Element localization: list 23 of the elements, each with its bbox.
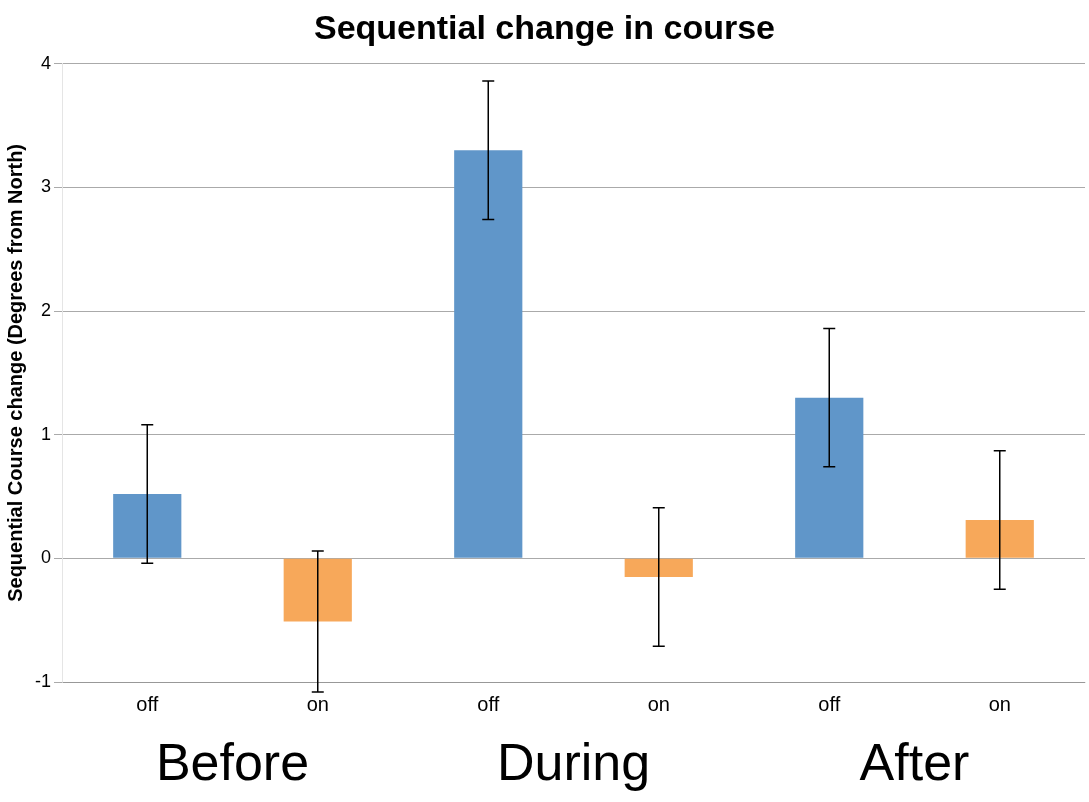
bar — [795, 397, 864, 558]
y-tick-label: -1 — [34, 670, 51, 691]
y-tick-label: 4 — [40, 52, 51, 73]
x-tick-label: on — [306, 692, 329, 715]
y-tick-label: 2 — [40, 300, 51, 321]
x-tick-label: off — [136, 692, 159, 715]
y-tick-label: 3 — [40, 176, 51, 197]
y-tick-label: 0 — [40, 547, 51, 568]
bar — [454, 150, 523, 558]
x-tick-label: on — [988, 692, 1011, 715]
chart-title: Sequential change in course — [313, 8, 776, 48]
text: After — [859, 733, 970, 792]
bar — [283, 558, 352, 622]
x-tick-label: on — [647, 692, 670, 715]
x-tick-label: off — [477, 692, 500, 715]
bar — [965, 520, 1034, 558]
text: Before — [155, 733, 310, 792]
y-tick-label: 1 — [40, 423, 51, 444]
y-axis-title: Sequential Course change (Degrees from North) — [3, 143, 26, 602]
text: During — [496, 733, 651, 792]
bar — [113, 494, 182, 558]
x-tick-label: off — [818, 692, 841, 715]
bar — [624, 558, 693, 577]
